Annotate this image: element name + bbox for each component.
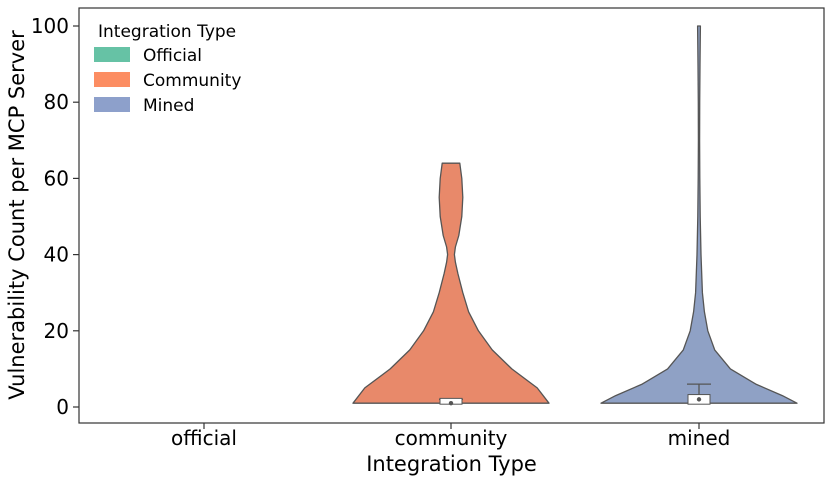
median-community [448,400,454,406]
y-tick-label: 100 [31,14,69,38]
legend-label-mined: Mined [143,96,194,116]
violin-community [352,162,550,404]
legend-label-official: Official [143,46,202,66]
y-axis-ticks: 0 20 40 60 80 100 [31,14,79,419]
median-mined [696,397,702,402]
legend-swatch-mined [94,97,130,112]
y-tick-label: 20 [44,319,69,343]
legend-swatch-official [94,47,130,62]
y-tick-label: 60 [44,166,69,190]
legend-label-community: Community [143,71,241,91]
violin-layer [352,25,798,406]
x-tick-label: mined [668,426,731,450]
x-axis-title: Integration Type [366,452,537,476]
legend-title: Integration Type [98,22,236,42]
y-axis-title: Vulnerability Count per MCP Server [5,30,29,400]
legend: Integration Type Official Community Mine… [94,22,241,116]
x-tick-label: community [395,426,508,450]
y-tick-label: 40 [44,243,69,267]
legend-swatch-community [94,72,130,87]
y-tick-label: 80 [44,90,69,114]
x-axis-ticks: official community mined [171,423,730,450]
x-tick-label: official [171,426,237,450]
violin-mined [600,25,798,404]
y-tick-label: 0 [56,395,69,419]
